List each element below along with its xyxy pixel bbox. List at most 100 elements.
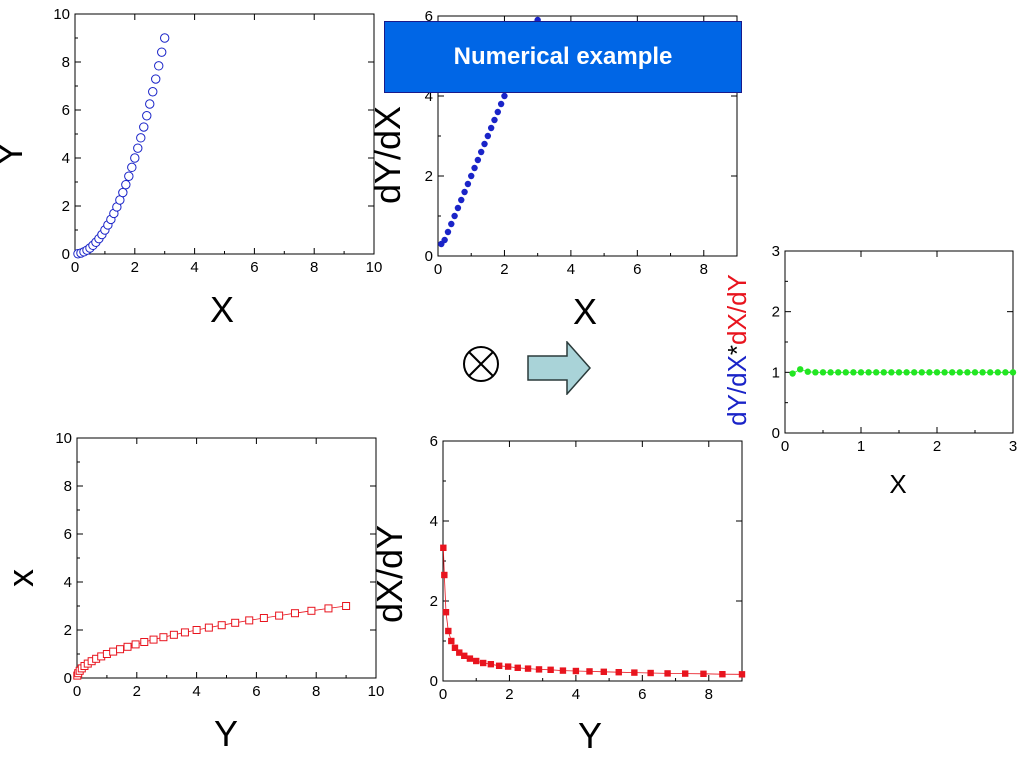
y-axis-label: dY/dX*dX/dY: [722, 274, 752, 426]
data-point: [169, 630, 178, 639]
plot-frame: [784, 250, 1014, 434]
data-point: [738, 671, 746, 678]
y-tick-label: 4: [62, 150, 70, 167]
y-tick-label: 6: [64, 526, 72, 543]
y-axis-label: x: [0, 569, 41, 587]
data-point: [461, 652, 468, 659]
circled-times-icon: [463, 346, 499, 382]
x-tick-label: 6: [638, 686, 646, 703]
data-point: [487, 661, 495, 668]
x-tick-label: 1: [857, 438, 865, 455]
data-point: [290, 609, 299, 618]
x-tick-label: 10: [368, 683, 385, 700]
data-point: [501, 92, 508, 100]
y-tick-label: 0: [430, 673, 438, 690]
y-axis-label: dX/dY: [369, 525, 410, 623]
data-point: [127, 162, 137, 173]
data-point: [231, 618, 240, 627]
data-point: [157, 47, 167, 57]
x-tick-label: 4: [190, 259, 198, 276]
data-point: [123, 642, 132, 651]
data-point: [964, 369, 971, 376]
x-tick-label: 10: [366, 259, 383, 276]
y-tick-label: 4: [64, 574, 72, 591]
data-point: [160, 33, 170, 43]
data-point: [342, 602, 351, 610]
x-axis-label: X: [573, 291, 597, 332]
x-tick-label: 0: [781, 438, 789, 455]
y-tick-label: 0: [62, 246, 70, 263]
y-tick-label: 4: [425, 88, 433, 105]
data-point: [812, 369, 819, 376]
data-point: [116, 645, 125, 654]
data-point: [842, 369, 849, 376]
data-point: [700, 670, 707, 677]
data-point: [880, 369, 887, 376]
data-point: [911, 369, 918, 376]
data-point: [835, 369, 842, 376]
data-point: [797, 366, 804, 373]
x-tick-label: 3: [1009, 438, 1017, 455]
data-point: [324, 604, 333, 613]
data-point: [494, 108, 501, 116]
data-point: [956, 369, 963, 376]
x-tick-label: 6: [252, 683, 260, 700]
y-axis-label-part: dX/dY: [722, 274, 752, 345]
data-point: [451, 212, 458, 220]
data-point: [1009, 369, 1017, 376]
data-point: [471, 164, 478, 172]
data-point: [479, 659, 487, 667]
data-point: [204, 623, 213, 632]
data-point: [180, 628, 189, 637]
data-point: [154, 61, 164, 71]
data-point: [461, 188, 468, 196]
x-tick-label: 0: [71, 259, 79, 276]
x-tick-label: 0: [434, 261, 442, 278]
data-point: [971, 369, 979, 376]
data-point: [192, 626, 201, 634]
data-point: [647, 669, 654, 677]
data-point: [474, 156, 482, 164]
y-tick-label: 6: [425, 8, 433, 25]
data-point: [495, 662, 503, 669]
x-tick-label: 8: [312, 683, 320, 700]
y-tick-label: 0: [64, 670, 72, 687]
data-point: [307, 606, 316, 615]
data-point: [949, 369, 956, 376]
data-point: [497, 100, 505, 108]
y-tick-label: 8: [64, 478, 72, 495]
data-point: [979, 369, 986, 376]
x-axis-label: X: [210, 289, 234, 330]
data-point: [454, 204, 462, 212]
x-tick-label: 8: [310, 259, 318, 276]
y-axis-label: Y: [0, 142, 30, 166]
data-point: [139, 122, 149, 132]
data-point: [448, 220, 455, 228]
y-tick-label: 3: [772, 243, 780, 260]
data-point: [442, 609, 450, 616]
data-point: [130, 153, 140, 163]
chart-y-vs-x: 0 2 4 6 8 10 0 2 4 6 8 10 X Y: [0, 6, 382, 330]
y-tick-label: 2: [62, 198, 70, 215]
y-tick-label: 10: [55, 430, 72, 447]
y-tick-label: 1: [772, 364, 780, 381]
data-point: [918, 369, 925, 376]
data-point: [572, 667, 580, 675]
data-point: [159, 633, 168, 642]
data-point: [468, 172, 475, 180]
y-axis-label-part: *: [722, 345, 752, 355]
data-point: [850, 369, 857, 376]
data-point: [535, 666, 543, 673]
data-point: [994, 369, 1001, 376]
plot-frame: [76, 437, 377, 679]
data-point: [140, 638, 149, 646]
x-tick-label: 4: [572, 686, 580, 703]
data-point: [514, 664, 521, 671]
x-tick-label: 8: [700, 261, 708, 278]
x-tick-label: 4: [192, 683, 200, 700]
y-tick-label: 2: [64, 622, 72, 639]
data-point: [245, 616, 254, 625]
data-point: [631, 669, 638, 676]
y-tick-label: 6: [430, 433, 438, 450]
